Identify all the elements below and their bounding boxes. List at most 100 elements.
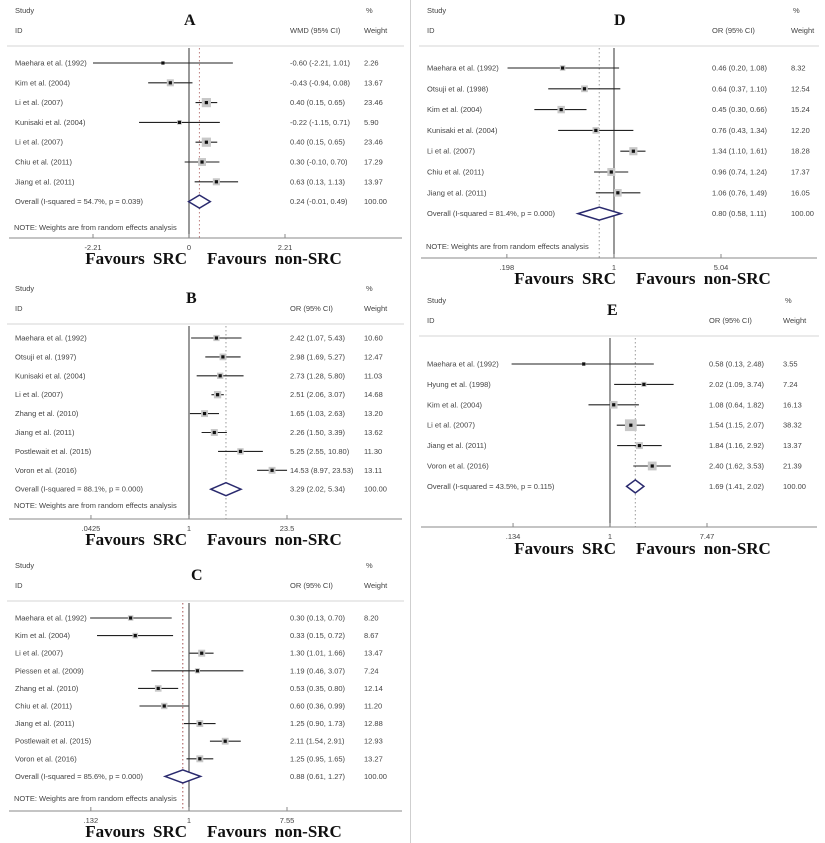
study-id: Kim et al. (2004) xyxy=(15,631,71,640)
overall-label: Overall (I-squared = 88.1%, p = 0.000) xyxy=(15,485,143,494)
col-header-study: Study xyxy=(427,6,446,15)
col-header-percent: % xyxy=(366,284,373,293)
axis-tick-label: -2.21 xyxy=(84,243,101,252)
overall-row: Overall (I-squared = 88.1%, p = 0.000) 3.… xyxy=(15,481,387,497)
study-row: Otsuji et al. (1998) 0.64 (0.37, 1.10) 12.… xyxy=(427,84,810,93)
study-id: Hyung et al. (1998) xyxy=(427,380,491,389)
study-id: Jiang et al. (2011) xyxy=(15,428,75,437)
effect-ci-value: 2.26 (1.50, 3.39) xyxy=(290,428,346,437)
study-id: Voron et al. (2016) xyxy=(15,466,77,475)
effect-ci-value: 0.30 (-0.10, 0.70) xyxy=(290,158,348,167)
weight-value: 7.24 xyxy=(364,666,379,675)
effect-ci-value: 1.06 (0.76, 1.49) xyxy=(712,188,768,197)
effect-ci-value: 0.45 (0.30, 0.66) xyxy=(712,105,768,114)
col-header-id: ID xyxy=(15,26,23,35)
weight-value: 12.14 xyxy=(364,684,383,693)
point-marker xyxy=(214,336,219,340)
point-marker xyxy=(198,722,202,726)
weight-value: 17.37 xyxy=(791,168,810,177)
col-header-effect: WMD (95% CI) xyxy=(290,26,341,35)
favours-right-label: Favours non-SRC xyxy=(636,269,771,288)
panel-letter: A xyxy=(184,12,196,29)
weight-value: 12.88 xyxy=(364,719,383,728)
study-id: Maehara et al. (1992) xyxy=(15,334,87,343)
weight-value: 12.47 xyxy=(364,352,383,361)
point-marker xyxy=(129,616,133,620)
study-id: Li et al. (2007) xyxy=(427,147,475,156)
weight-value: 12.93 xyxy=(364,737,383,746)
overall-diamond xyxy=(187,194,212,209)
point-marker xyxy=(642,382,646,386)
effect-ci-value: 2.42 (1.07, 5.43) xyxy=(290,334,346,343)
point-marker xyxy=(202,412,207,416)
study-id: Jiang et al. (2011) xyxy=(15,177,75,186)
study-id: Jiang et al. (2011) xyxy=(427,188,487,197)
study-row: Otsuji et al. (1997) 2.98 (1.69, 5.27) 12.… xyxy=(15,352,383,361)
study-row: Maehara et al. (1992) 2.42 (1.07, 5.43) 10… xyxy=(15,334,383,343)
weight-value: 13.47 xyxy=(364,649,383,658)
study-id: Otsuji et al. (1998) xyxy=(427,84,489,93)
study-id: Maehara et al. (1992) xyxy=(15,614,87,623)
col-header-percent: % xyxy=(366,6,373,15)
favours-right-label: Favours non-SRC xyxy=(207,822,342,841)
overall-label: Overall (I-squared = 85.6%, p = 0.000) xyxy=(15,772,143,781)
weight-value: 13.67 xyxy=(364,78,383,87)
weight-value: 15.24 xyxy=(791,105,810,114)
weight-value: 14.68 xyxy=(364,390,383,399)
study-row: Kim et al. (2004) -0.43 (-0.94, 0.08) 13.6… xyxy=(15,78,383,87)
col-header-effect: OR (95% CI) xyxy=(709,316,752,325)
effect-ci-value: 2.40 (1.62, 3.53) xyxy=(709,462,765,471)
study-id: Maehara et al. (1992) xyxy=(15,59,87,68)
point-marker xyxy=(156,686,160,690)
col-header-study: Study xyxy=(15,284,34,293)
point-marker xyxy=(212,430,216,435)
study-id: Maehara et al. (1992) xyxy=(427,64,499,73)
weight-value: 8.67 xyxy=(364,631,379,640)
study-row: Voron et al. (2016) 2.40 (1.62, 3.53) 21.3… xyxy=(427,462,802,471)
overall-ci-value: 3.29 (2.02, 5.34) xyxy=(290,485,346,494)
axis-tick-label: 7.55 xyxy=(280,816,295,825)
overall-row: Overall (I-squared = 43.5%, p = 0.115) 1.… xyxy=(427,478,806,494)
point-marker xyxy=(629,423,633,427)
weight-value: 5.90 xyxy=(364,118,379,127)
axis-tick-label: .134 xyxy=(506,532,521,541)
study-row: Maehara et al. (1992) 0.30 (0.13, 0.70) 8.… xyxy=(15,614,379,623)
col-header-id: ID xyxy=(427,316,435,325)
effect-ci-value: 1.08 (0.64, 1.82) xyxy=(709,400,765,409)
effect-ci-value: 0.64 (0.37, 1.10) xyxy=(712,84,768,93)
study-row: Chiu et al. (2011) 0.60 (0.36, 0.99) 11.20 xyxy=(15,702,382,711)
study-row: Li et al. (2007) 2.51 (2.06, 3.07) 14.68 xyxy=(15,390,383,399)
col-header-id: ID xyxy=(427,26,435,35)
overall-label: Overall (I-squared = 43.5%, p = 0.115) xyxy=(427,482,555,491)
point-marker xyxy=(161,61,165,65)
weight-value: 12.54 xyxy=(791,84,810,93)
study-row: Postlewait et al. (2015) 5.25 (2.55, 10.8… xyxy=(15,447,382,456)
weight-value: 38.32 xyxy=(783,421,802,430)
axis-tick-label: 23.5 xyxy=(280,524,295,533)
weight-value: 17.29 xyxy=(364,158,383,167)
study-row: Jiang et al. (2011) 1.84 (1.16, 2.92) 13.3… xyxy=(427,441,802,450)
weight-value: 13.97 xyxy=(364,177,383,186)
study-row: Maehara et al. (1992) 0.58 (0.13, 2.48) 3.… xyxy=(427,360,798,369)
point-marker xyxy=(582,87,587,91)
overall-row: Overall (I-squared = 81.4%, p = 0.000) 0.… xyxy=(427,206,814,221)
col-header-study: Study xyxy=(15,6,34,15)
study-row: Voron et al. (2016) 1.25 (0.95, 1.65) 13.2… xyxy=(15,754,383,763)
effect-ci-value: 0.96 (0.74, 1.24) xyxy=(712,168,768,177)
col-header-effect: OR (95% CI) xyxy=(290,304,333,313)
weight-value: 11.03 xyxy=(364,371,382,380)
study-row: Kunisaki et al. (2004) 0.76 (0.43, 1.34) 1… xyxy=(427,126,810,135)
overall-ci-value: 0.80 (0.58, 1.11) xyxy=(712,209,767,218)
study-id: Chiu et al. (2011) xyxy=(427,168,484,177)
overall-diamond xyxy=(625,478,646,494)
point-marker xyxy=(177,120,182,124)
forest-panel-c: Study ID C% OR (95% CI) Weight Maehara et al.… xyxy=(7,561,404,841)
study-row: Li et al. (2007) 1.30 (1.01, 1.66) 13.47 xyxy=(15,649,383,658)
effect-ci-value: 1.54 (1.15, 2.07) xyxy=(709,421,765,430)
study-id: Li et al. (2007) xyxy=(15,390,63,399)
weight-value: 3.55 xyxy=(783,360,798,369)
column-divider xyxy=(410,0,411,843)
overall-ci-value: 0.24 (-0.01, 0.49) xyxy=(290,197,348,206)
forest-panel-b: Study ID B% OR (95% CI) Weight Maehara et al.… xyxy=(7,284,404,549)
axis-tick-label: 2.21 xyxy=(278,243,293,252)
